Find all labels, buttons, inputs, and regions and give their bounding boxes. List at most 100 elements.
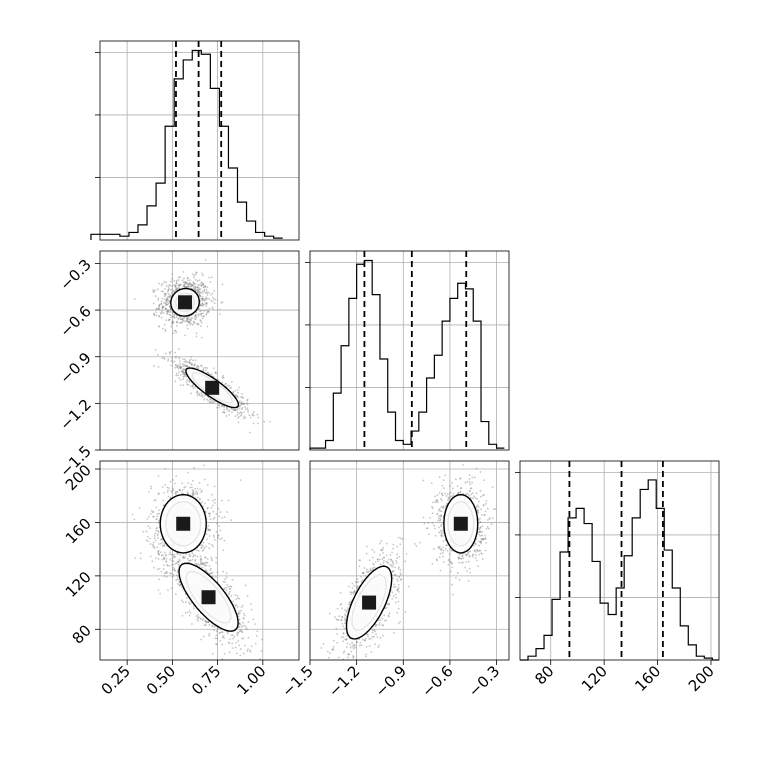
- scatter-point: [171, 273, 174, 275]
- scatter-point: [243, 403, 245, 406]
- scatter-point: [165, 560, 167, 563]
- scatter-point: [205, 309, 208, 312]
- scatter-point: [196, 288, 199, 291]
- scatter-point: [221, 658, 224, 660]
- scatter-point: [488, 518, 491, 520]
- scatter-point: [150, 485, 153, 488]
- scatter-point: [213, 536, 216, 538]
- scatter-point: [205, 305, 208, 308]
- scatter-point: [237, 640, 240, 642]
- scatter-point: [167, 299, 170, 302]
- scatter-point: [399, 569, 402, 571]
- scatter-point: [164, 299, 167, 302]
- scatter-point: [196, 555, 199, 558]
- scatter-point: [188, 315, 190, 318]
- scatter-point: [218, 313, 221, 316]
- scatter-point: [191, 492, 194, 495]
- scatter-point: [177, 286, 180, 289]
- scatter-point: [168, 352, 171, 355]
- scatter-point: [361, 638, 364, 641]
- scatter-point: [175, 578, 178, 581]
- scatter-point: [208, 513, 211, 516]
- scatter-point: [177, 560, 179, 563]
- scatter-point: [134, 557, 137, 559]
- scatter-point: [169, 284, 171, 287]
- scatter-point: [204, 556, 207, 559]
- scatter-point: [221, 404, 224, 407]
- scatter-point: [195, 271, 198, 274]
- scatter-point: [195, 391, 198, 394]
- scatter-point: [208, 515, 211, 518]
- scatter-point: [185, 281, 187, 284]
- scatter-point: [163, 292, 166, 295]
- scatter-point: [215, 513, 218, 515]
- scatter-point: [430, 482, 433, 485]
- scatter-point: [209, 529, 211, 532]
- scatter-point: [249, 650, 252, 653]
- scatter-point: [168, 305, 171, 308]
- scatter-point: [152, 545, 155, 548]
- scatter-point: [189, 385, 192, 387]
- scatter-point: [244, 416, 247, 419]
- scatter-point: [200, 284, 203, 287]
- scatter-point: [184, 334, 187, 337]
- scatter-point: [200, 315, 203, 317]
- scatter-point: [202, 619, 204, 621]
- scatter-point: [175, 562, 178, 564]
- scatter-point: [331, 648, 334, 651]
- scatter-point: [210, 543, 213, 546]
- scatter-point: [190, 392, 192, 395]
- scatter-point: [162, 568, 165, 570]
- scatter-point: [439, 514, 442, 517]
- scatter-point: [164, 352, 167, 355]
- scatter-point: [195, 290, 197, 293]
- panel-content: [100, 461, 299, 660]
- scatter-point: [215, 530, 218, 533]
- scatter-point: [407, 585, 410, 588]
- scatter-point: [199, 319, 202, 322]
- scatter-point: [199, 310, 202, 313]
- scatter-point: [207, 512, 210, 515]
- scatter-point: [224, 383, 227, 386]
- scatter-point: [179, 583, 182, 586]
- scatter-point: [393, 632, 395, 634]
- scatter-point: [380, 540, 383, 542]
- scatter-point: [351, 641, 353, 644]
- scatter-point: [202, 283, 205, 286]
- scatter-point: [188, 360, 191, 363]
- scatter-point: [200, 392, 203, 395]
- scatter-point: [203, 563, 206, 565]
- scatter-point: [230, 585, 233, 588]
- scatter-point: [237, 631, 239, 634]
- scatter-point: [237, 613, 240, 615]
- scatter-point: [202, 396, 204, 399]
- scatter-point: [208, 573, 211, 576]
- scatter-point: [194, 287, 197, 290]
- scatter-point: [382, 552, 384, 554]
- scatter-point: [238, 625, 241, 628]
- scatter-point: [436, 500, 439, 502]
- scatter-point: [187, 279, 189, 282]
- scatter-point: [399, 579, 402, 581]
- scatter-point: [383, 619, 386, 622]
- scatter-point: [196, 492, 199, 495]
- scatter-point: [173, 569, 176, 571]
- scatter-point: [245, 628, 248, 631]
- scatter-point: [200, 546, 203, 549]
- scatter-point: [238, 622, 241, 624]
- scatter-point: [186, 282, 189, 285]
- scatter-point: [176, 366, 179, 369]
- scatter-point: [171, 568, 174, 571]
- scatter-point: [238, 610, 240, 613]
- scatter-point: [217, 535, 220, 537]
- scatter-point: [178, 285, 181, 287]
- scatter-point: [174, 555, 177, 558]
- scatter-point: [170, 491, 173, 494]
- scatter-point: [395, 562, 398, 564]
- scatter-point: [236, 408, 239, 411]
- scatter-point: [227, 593, 230, 596]
- scatter-point: [200, 281, 203, 284]
- scatter-point: [396, 545, 399, 548]
- scatter-point: [173, 329, 176, 332]
- scatter-point: [434, 501, 437, 503]
